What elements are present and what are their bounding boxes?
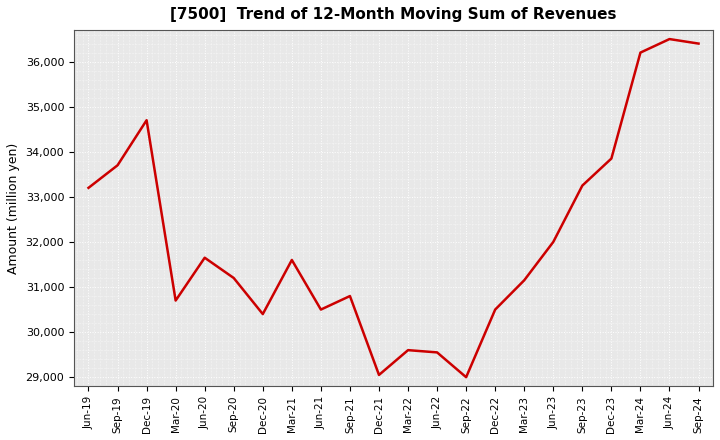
Y-axis label: Amount (million yen): Amount (million yen) — [7, 143, 20, 274]
Title: [7500]  Trend of 12-Month Moving Sum of Revenues: [7500] Trend of 12-Month Moving Sum of R… — [170, 7, 617, 22]
